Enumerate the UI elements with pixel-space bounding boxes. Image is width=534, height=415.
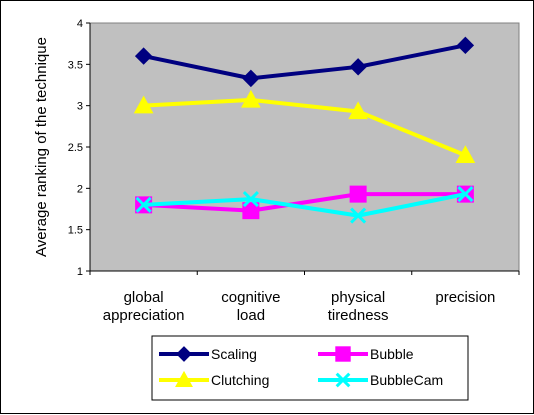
data-point-scaling [456, 36, 475, 55]
legend-box [151, 335, 469, 401]
x-category-label: global appreciation [103, 289, 185, 324]
x-category-label: cognitive load [221, 289, 280, 324]
y-axis-label: Average ranking of the technique [33, 37, 50, 257]
data-point-bubblecam [457, 186, 474, 203]
data-point-clutching [455, 145, 476, 163]
y-tick-label: 3.5 [68, 59, 83, 71]
data-point-clutching [241, 89, 261, 108]
legend-marker-scaling [176, 346, 192, 362]
legend-marker-bubblecam [335, 372, 351, 388]
series-line-bubble [143, 192, 466, 213]
legend-marker-bubble [335, 346, 351, 362]
legend-label-clutching: Clutching [211, 372, 269, 388]
data-point-bubblecam [242, 191, 259, 208]
y-tick-label: 4 [77, 18, 83, 30]
y-tick-label: 3 [77, 101, 83, 113]
data-point-bubblecam [135, 196, 152, 213]
data-point-scaling [349, 58, 367, 76]
series-line-clutching [143, 97, 467, 158]
x-category-label: physical tiredness [328, 289, 389, 324]
data-point-clutching [348, 101, 368, 120]
legend-label-bubble: Bubble [370, 346, 414, 362]
data-point-bubble [349, 185, 367, 203]
legend-label-bubblecam: BubbleCam [370, 372, 443, 388]
series-line-bubblecam [143, 192, 466, 218]
series-line-scaling [143, 43, 466, 81]
data-point-scaling [134, 47, 153, 65]
x-category-label: precision [435, 289, 495, 306]
data-point-clutching [133, 95, 154, 114]
data-point-scaling [242, 69, 260, 88]
y-tick-label: 2 [77, 183, 83, 195]
y-tick-label: 1.5 [68, 225, 83, 237]
y-tick-label: 1 [77, 266, 83, 278]
legend-label-scaling: Scaling [211, 346, 257, 362]
y-tick-label: 2.5 [68, 142, 83, 154]
data-point-bubblecam [350, 207, 367, 224]
data-point-bubble [242, 202, 260, 220]
legend-marker-clutching [175, 370, 193, 387]
